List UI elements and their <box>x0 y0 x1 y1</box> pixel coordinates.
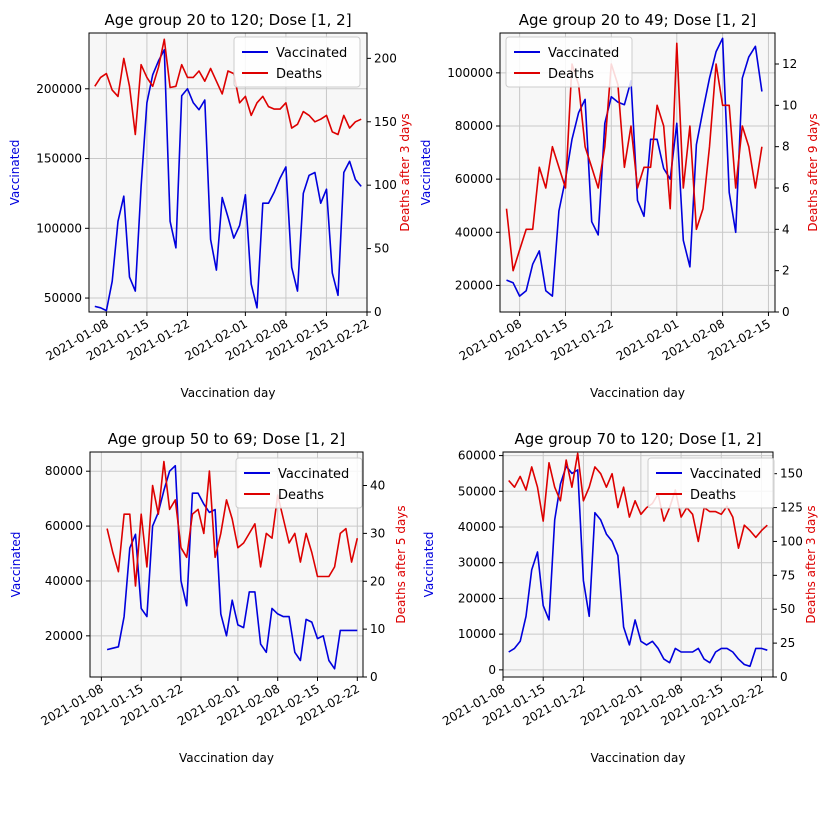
y2-tick-label: 200 <box>374 51 397 65</box>
y-axis-label: Vaccinated <box>422 532 436 598</box>
y2-tick-label: 4 <box>782 222 790 236</box>
y2-tick-label: 0 <box>370 670 378 684</box>
y-axis-label: Vaccinated <box>419 140 433 206</box>
x-axis-label: Vaccination day <box>179 751 274 765</box>
chart-panel-1: 500001000001500002000000501001502002021-… <box>8 11 412 400</box>
y-tick-label: 60000 <box>458 449 496 463</box>
legend-box <box>233 36 361 88</box>
legend-label-deaths: Deaths <box>690 488 736 503</box>
series-line-deaths <box>106 460 359 587</box>
y2-tick-label: 150 <box>780 467 803 481</box>
y-axis-label: Vaccinated <box>9 532 23 598</box>
y2-tick-label: 150 <box>374 115 397 129</box>
y-tick-label: 100000 <box>36 221 82 235</box>
plot-frame <box>502 451 774 678</box>
legend: Vaccinated Deaths <box>647 457 775 509</box>
plot-frame <box>89 451 364 678</box>
y2-tick-label: 8 <box>782 140 790 154</box>
y-tick-label: 60000 <box>45 519 83 533</box>
y2-tick-label: 75 <box>780 568 795 582</box>
y-tick-label: 200000 <box>36 82 82 96</box>
x-axis-label: Vaccination day <box>591 751 686 765</box>
y2-tick-label: 0 <box>780 670 788 684</box>
y-tick-label: 80000 <box>45 464 83 478</box>
y-tick-label: 40000 <box>45 574 83 588</box>
legend-label-vaccinated: Vaccinated <box>548 46 619 61</box>
y-tick-label: 20000 <box>458 591 496 605</box>
y-tick-label: 60000 <box>455 172 493 186</box>
legend: Vaccinated Deaths <box>235 457 363 509</box>
plot-frame <box>88 32 368 313</box>
legend-label-deaths: Deaths <box>276 67 322 82</box>
y2-axis-label: Deaths after 9 days <box>806 113 820 231</box>
series-line-vaccinated <box>94 48 362 312</box>
y2-tick-label: 30 <box>370 526 385 540</box>
y2-tick-label: 100 <box>374 178 397 192</box>
y-tick-label: 80000 <box>455 119 493 133</box>
chart-title: Age group 70 to 120; Dose [1, 2] <box>514 430 761 448</box>
y-tick-label: 20000 <box>455 278 493 292</box>
chart-panel-2: 200004000060000800001000000246810122021-… <box>419 11 820 400</box>
plot-frame <box>499 32 776 313</box>
legend-label-deaths: Deaths <box>548 67 594 82</box>
chart-title: Age group 20 to 49; Dose [1, 2] <box>519 11 757 29</box>
legend-label-vaccinated: Vaccinated <box>278 467 349 482</box>
chart-panel-4: 0 10000 20000 30000 40000 50000 60000 0 25 50 75 10… <box>422 430 818 765</box>
series-line-vaccinated <box>508 465 768 668</box>
legend-box <box>505 36 633 88</box>
series-line-deaths <box>94 38 362 136</box>
y2-tick-label: 10 <box>782 98 797 112</box>
series-line-deaths <box>508 452 768 550</box>
y2-tick-label: 40 <box>370 479 385 493</box>
y2-tick-label: 20 <box>370 574 385 588</box>
y2-tick-label: 2 <box>782 264 790 278</box>
x-axis-label: Vaccination day <box>590 386 685 400</box>
y2-tick-label: 0 <box>782 305 790 319</box>
y-tick-label: 50000 <box>44 291 82 305</box>
x-axis-label: Vaccination day <box>181 386 276 400</box>
legend-label-vaccinated: Vaccinated <box>690 467 761 482</box>
y2-tick-label: 25 <box>780 636 795 650</box>
y-tick-label: 40000 <box>458 520 496 534</box>
y-tick-label: 10000 <box>458 627 496 641</box>
chart-title: Age group 50 to 69; Dose [1, 2] <box>108 430 346 448</box>
y-tick-label: 30000 <box>458 556 496 570</box>
y2-tick-label: 6 <box>782 181 790 195</box>
legend: Vaccinated Deaths <box>505 36 633 88</box>
y2-tick-label: 100 <box>780 534 803 548</box>
y-tick-label: 150000 <box>36 152 82 166</box>
legend-box <box>647 457 775 509</box>
y-tick-label: 20000 <box>45 629 83 643</box>
y-tick-label: 100000 <box>447 66 493 80</box>
y-tick-label: 40000 <box>455 225 493 239</box>
chart-panel-3: 200004000060000800000102030402021-01-082… <box>9 430 408 765</box>
legend: Vaccinated Deaths <box>233 36 361 88</box>
y-tick-label: 0 <box>488 663 496 677</box>
series-line-vaccinated <box>106 464 358 670</box>
y2-tick-label: 50 <box>780 602 795 616</box>
legend-label-vaccinated: Vaccinated <box>276 46 347 61</box>
y2-axis-label: Deaths after 3 days <box>804 505 818 623</box>
series-line-vaccinated <box>506 37 763 297</box>
y-axis-label: Vaccinated <box>8 140 22 206</box>
y2-tick-label: 10 <box>370 622 385 636</box>
chart-title: Age group 20 to 120; Dose [1, 2] <box>104 11 351 29</box>
legend-box <box>235 457 363 509</box>
series-line-deaths <box>505 42 763 272</box>
y2-tick-label: 0 <box>374 305 382 319</box>
legend-label-deaths: Deaths <box>278 488 324 503</box>
y2-axis-label: Deaths after 5 days <box>394 505 408 623</box>
y2-tick-label: 125 <box>780 501 803 515</box>
y-tick-label: 50000 <box>458 484 496 498</box>
y2-tick-label: 50 <box>374 242 389 256</box>
y2-tick-label: 12 <box>782 57 797 71</box>
y2-axis-label: Deaths after 3 days <box>398 113 412 231</box>
